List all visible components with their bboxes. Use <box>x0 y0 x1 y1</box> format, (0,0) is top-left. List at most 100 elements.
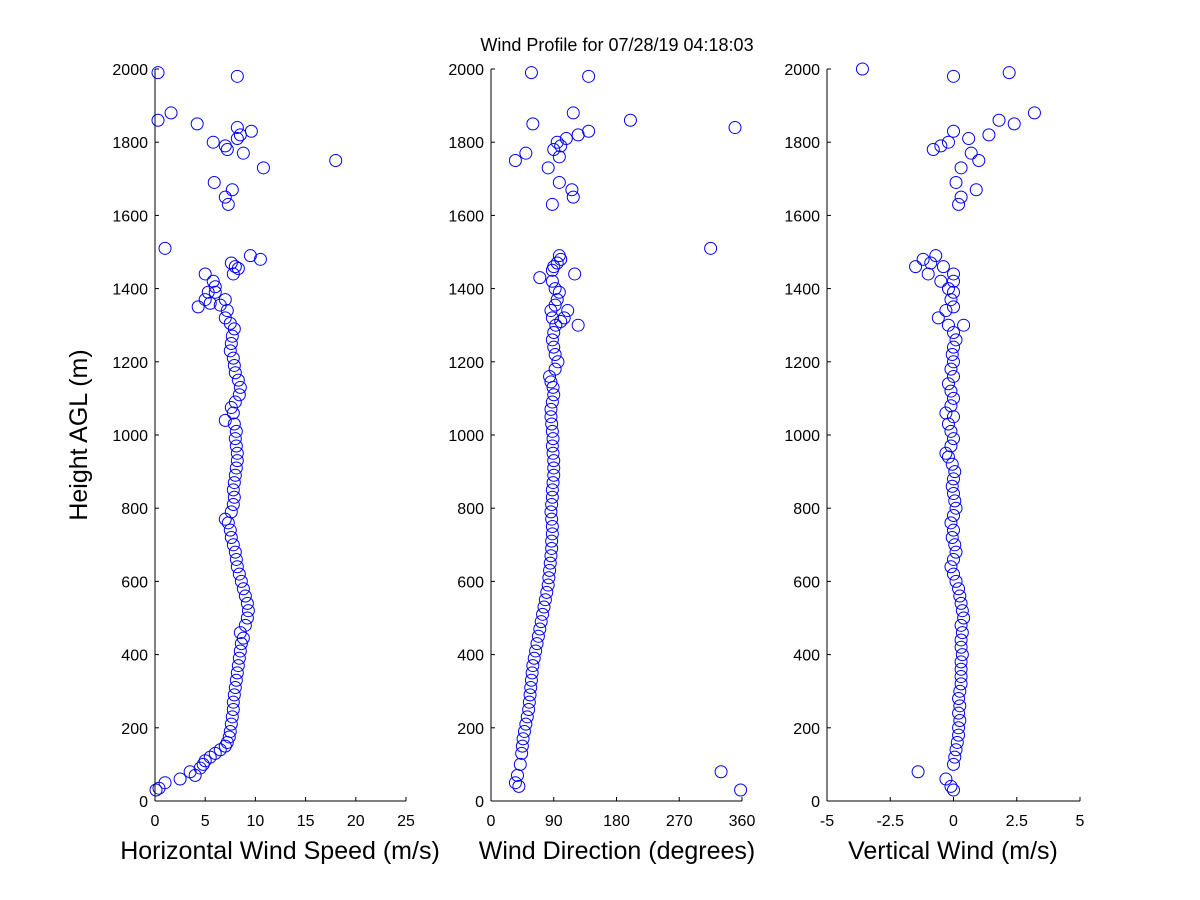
speed-data-point <box>230 121 244 135</box>
vertical-data-point <box>964 146 978 160</box>
direction-data-point <box>524 681 538 695</box>
vertical-data-point <box>950 735 964 749</box>
speed-y-tick-label: 1000 <box>112 428 148 445</box>
panel-vertical-wind: 0 200 400 600 800 1000 1200 1400 1600 1800 2000 -5 -… <box>784 62 1084 865</box>
vertical-data-point <box>952 728 966 742</box>
direction-data-point <box>565 183 579 197</box>
direction-data-point <box>516 732 530 746</box>
vertical-data-point <box>954 618 968 632</box>
speed-data-point <box>228 260 242 274</box>
direction-data-point <box>728 121 742 135</box>
vertical-y-tick-label: 1000 <box>784 428 820 445</box>
vertical-data-point <box>944 516 958 530</box>
direction-data-point <box>550 293 564 307</box>
direction-data-point <box>533 271 547 285</box>
direction-data-point <box>545 490 559 504</box>
direction-data-point <box>515 739 529 753</box>
speed-data-point <box>227 490 241 504</box>
vertical-data-point <box>948 494 962 508</box>
vertical-x-tick-label: -2.5 <box>876 813 904 830</box>
speed-data-point <box>233 644 247 658</box>
direction-data-point <box>546 446 560 460</box>
vertical-data-point <box>954 190 968 204</box>
direction-data-point <box>544 375 558 389</box>
speed-data-point <box>223 724 237 738</box>
vertical-data-point <box>954 633 968 647</box>
speed-y-tick-label: 1200 <box>112 355 148 372</box>
speed-data-point <box>230 560 244 574</box>
speed-data-point <box>233 128 247 142</box>
vertical-data-point <box>949 501 963 515</box>
vertical-data-point <box>931 311 945 325</box>
vertical-data-point <box>949 743 963 757</box>
direction-data-point <box>513 757 527 771</box>
speed-data-point <box>229 673 243 687</box>
vertical-data-point <box>954 670 968 684</box>
direction-x-tick-label: 270 <box>666 813 693 830</box>
vertical-data-point <box>953 684 967 698</box>
vertical-data-point <box>947 369 960 383</box>
vertical-data-point <box>953 713 967 727</box>
direction-data-point <box>519 146 533 160</box>
vertical-data-point <box>941 282 955 296</box>
speed-data-point <box>231 659 245 673</box>
direction-data-point <box>547 340 561 354</box>
vertical-data-point <box>947 509 960 523</box>
vertical-data-point <box>944 384 958 398</box>
direction-data-point <box>545 483 559 497</box>
vertical-data-point <box>954 662 968 676</box>
speed-data-point <box>234 637 248 651</box>
speed-data-point <box>196 757 210 771</box>
vertical-data-point <box>947 552 960 566</box>
speed-data-point <box>233 380 247 394</box>
speed-data-point <box>229 552 243 566</box>
vertical-y-tick-label: 1200 <box>784 355 820 372</box>
vertical-y-tick-label: 2000 <box>784 62 820 79</box>
vertical-y-tick-label: 1400 <box>784 282 820 299</box>
speed-data-point <box>224 530 238 544</box>
vertical-data-point <box>944 560 958 574</box>
direction-y-tick-label: 1400 <box>448 282 484 299</box>
vertical-data-point <box>941 377 955 391</box>
speed-data-point <box>218 293 232 307</box>
speed-data-point <box>227 688 241 702</box>
direction-data-point <box>544 304 558 318</box>
vertical-axes: 0 200 400 600 800 1000 1200 1400 1600 1800 2000 -5 -… <box>784 62 1084 830</box>
vertical-data-point <box>947 267 960 281</box>
direction-data-point <box>526 659 540 673</box>
speed-data-point <box>218 311 232 325</box>
direction-data-point <box>524 66 538 80</box>
direction-data-point <box>545 395 559 409</box>
vertical-data-point <box>855 62 869 76</box>
vertical-data-point <box>947 355 960 369</box>
direction-data-point <box>545 197 559 211</box>
direction-data-point <box>548 347 562 361</box>
direction-data-point <box>544 410 558 424</box>
vertical-data-point <box>926 143 940 157</box>
speed-data-point <box>193 761 207 775</box>
direction-data-point <box>566 106 580 120</box>
speed-data-point <box>208 285 222 299</box>
direction-data-point <box>541 161 555 175</box>
direction-data-point <box>561 304 575 318</box>
speed-data-point <box>228 366 242 380</box>
speed-data-point <box>226 498 240 512</box>
vertical-data-point <box>947 567 960 581</box>
speed-data-point <box>227 417 241 431</box>
vertical-data-point <box>945 457 959 471</box>
vertical-data-point <box>944 293 958 307</box>
direction-data-point <box>571 318 585 332</box>
vertical-data-point <box>947 274 960 288</box>
speed-data-point <box>230 446 244 460</box>
vertical-data-point <box>947 340 960 354</box>
direction-axes: 0 200 400 600 800 1000 1200 1400 1600 1800 2000 0 90… <box>448 62 755 830</box>
speed-data-point <box>230 666 244 680</box>
speed-data-point <box>238 618 252 632</box>
direction-points <box>508 66 748 797</box>
vertical-y-tick-label: 400 <box>793 648 820 665</box>
direction-x-tick-label: 180 <box>603 813 630 830</box>
direction-y-tick-label: 1800 <box>448 135 484 152</box>
speed-y-tick-label: 400 <box>121 648 148 665</box>
vertical-points <box>855 62 1041 797</box>
speed-data-point <box>190 117 204 131</box>
